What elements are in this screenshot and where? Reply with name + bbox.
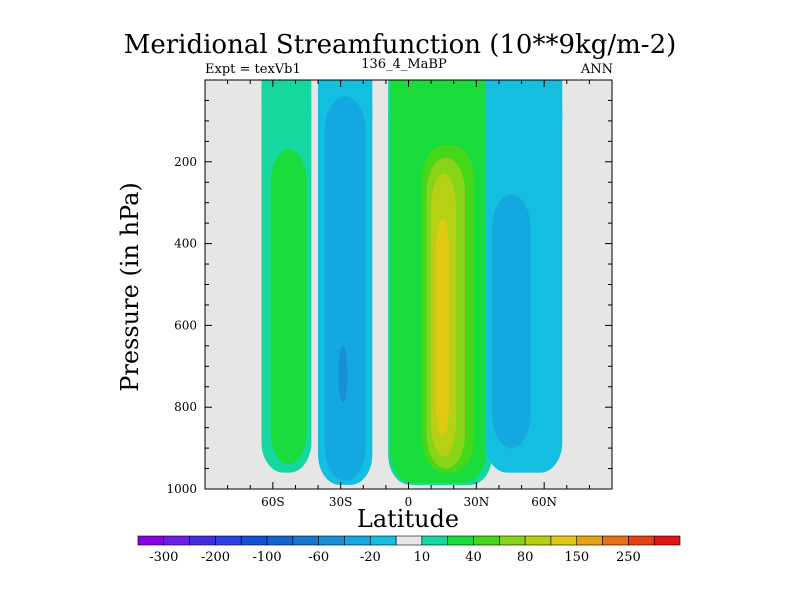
colorbar-label: 40 [465, 550, 482, 565]
colorbar-swatch [602, 535, 629, 546]
contour-level-150 [435, 219, 450, 436]
y-tick-label: 800 [174, 400, 197, 414]
colorbar-swatch [499, 535, 526, 546]
colorbar-swatch [576, 535, 603, 546]
case-label: 136_4_MaBP [361, 57, 447, 72]
contour-band-50N-top [485, 80, 563, 120]
x-tick-label: 30N [463, 495, 489, 509]
experiment-label: Expt = texVb1 [205, 62, 301, 77]
x-tick-label: 60N [531, 495, 557, 509]
y-tick-label: 600 [174, 318, 197, 332]
y-tick-label: 200 [174, 155, 197, 169]
colorbar-swatch [240, 535, 268, 546]
contour-core-30S [324, 96, 366, 481]
colorbar: -300 -200 -100 -60 -20 10 40 80 150 250 [137, 535, 681, 565]
colorbar-swatch [344, 535, 371, 546]
colorbar-swatch [215, 535, 242, 546]
x-axis-label: Latitude [356, 505, 460, 533]
colorbar-swatch [395, 535, 423, 546]
colorbar-swatch [421, 535, 449, 546]
colorbar-label: -20 [360, 550, 381, 565]
contour-inner-30S [338, 345, 348, 404]
colorbar-label: 150 [564, 550, 589, 565]
colorbar-label: 10 [414, 550, 431, 565]
colorbar-swatch [189, 535, 216, 546]
y-tick-label: 400 [174, 237, 197, 251]
colorbar-swatch [266, 535, 294, 546]
colorbar-swatch [524, 535, 552, 546]
colorbar-label: -300 [149, 550, 178, 565]
y-tick-label: 1000 [166, 482, 197, 496]
x-tick-label: 60S [261, 495, 285, 509]
axes: 60S 30S 0 30N 60N 200 400 600 800 1000 [166, 79, 613, 509]
x-tick-label: 30S [329, 495, 353, 509]
colorbar-swatch [292, 535, 319, 546]
contour-core-60S [270, 149, 307, 465]
colorbar-swatch [318, 535, 345, 546]
colorbar-label: 80 [517, 550, 534, 565]
colorbar-swatch [550, 535, 578, 546]
colorbar-swatch [628, 535, 655, 546]
contour-band-60S-top [261, 80, 312, 120]
colorbar-label: -100 [252, 550, 281, 565]
colorbar-swatch [137, 535, 165, 546]
colorbar-swatch [447, 535, 474, 546]
colorbar-swatch [653, 535, 681, 546]
contour-core-eq-N-top [390, 80, 486, 120]
season-label: ANN [580, 62, 613, 77]
colorbar-label: -60 [308, 550, 329, 565]
contour-core-50N [492, 194, 531, 449]
colorbar-label: -200 [201, 550, 230, 565]
colorbar-label: 250 [616, 550, 641, 565]
chart-title: Meridional Streamfunction (10**9kg/m-2) [123, 30, 677, 60]
x-tick-label: 0 [405, 495, 413, 509]
colorbar-swatch [473, 535, 500, 546]
colorbar-swatch [163, 535, 190, 546]
plot-area [205, 80, 612, 489]
colorbar-swatch [369, 535, 397, 546]
